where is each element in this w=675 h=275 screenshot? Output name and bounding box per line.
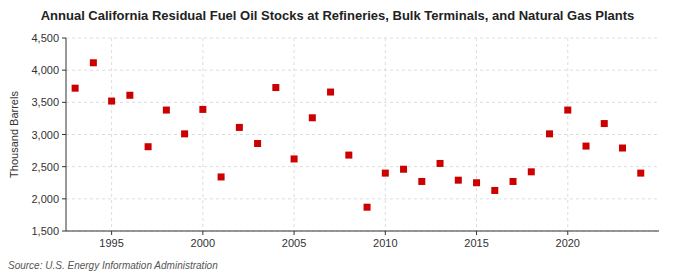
tick-label: 3,500 [31,96,59,108]
tick-label: 1,500 [31,225,59,237]
grid-line [66,38,659,39]
grid-line [385,38,386,231]
point [72,85,79,92]
point [199,106,206,113]
point [491,187,498,194]
point [601,120,608,127]
tick-label: 2005 [282,237,306,249]
tick-label: 2010 [373,237,397,249]
x-axis [66,231,659,232]
grid-line [66,166,659,167]
tick-mark [62,231,66,232]
point [473,179,480,186]
tick-label: 2020 [556,237,580,249]
point [291,155,298,162]
point [400,166,407,173]
tick-label: 2000 [191,237,215,249]
point [108,98,115,105]
grid-line [66,198,659,199]
point [218,173,225,180]
grid-line [476,38,477,231]
point [309,114,316,121]
y-axis-label: Thousand Barrels [8,91,20,178]
tick-mark [294,231,295,235]
tick-mark [111,231,112,235]
tick-mark [62,102,66,103]
tick-mark [385,231,386,235]
point [126,92,133,99]
source-note: Source: U.S. Energy Information Administ… [8,260,218,271]
point [619,145,626,152]
point [145,143,152,150]
point [637,170,644,177]
point [254,140,261,147]
grid-line [66,231,659,232]
point [327,89,334,96]
point [163,107,170,114]
points [72,59,645,210]
point [418,178,425,185]
grid [66,38,659,231]
title: Annual California Residual Fuel Oil Stoc… [41,8,635,23]
tick-mark [567,231,568,235]
tick-label: 4,000 [31,64,59,76]
grid-line [66,102,659,103]
tick-mark [62,38,66,39]
point [272,84,279,91]
chart: 1,500 2,000 2,500 3,000 3,500 4,000 4,500 1995 2… [0,0,675,275]
point [382,170,389,177]
point [546,130,553,137]
grid-line [202,38,203,231]
tick-label: 2015 [464,237,488,249]
point [528,168,535,175]
point [510,178,517,185]
tick-label: 3,000 [31,129,59,141]
tick-label: 2,000 [31,193,59,205]
point [236,124,243,131]
point [455,177,462,184]
tick-mark [476,231,477,235]
grid-line [567,38,568,231]
grid-line [66,134,659,135]
tick-mark [62,166,66,167]
tick-mark [62,134,66,135]
grid-line [111,38,112,231]
point [437,160,444,167]
point [364,204,371,211]
tick-mark [62,198,66,199]
tick-mark [62,70,66,71]
tick-label: 2,500 [31,161,59,173]
grid-line [66,70,659,71]
point [345,152,352,159]
tick-mark [202,231,203,235]
tick-label: 4,500 [31,32,59,44]
point [90,59,97,66]
grid-line [294,38,295,231]
point [181,130,188,137]
point [564,107,571,114]
point [583,143,590,150]
tick-label: 1995 [99,237,123,249]
